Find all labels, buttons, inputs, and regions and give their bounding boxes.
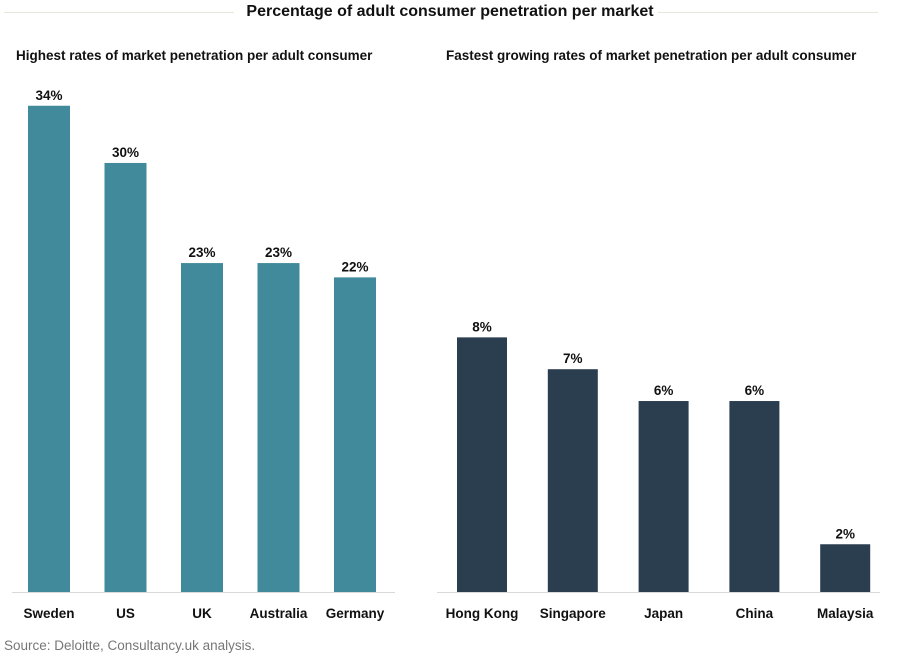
bar-malaysia [820, 544, 871, 592]
bar-us [104, 162, 147, 592]
x-tick-label: Australia [250, 606, 308, 621]
x-tick-label: UK [192, 606, 212, 621]
data-label: 23% [265, 245, 292, 260]
bar-germany [334, 277, 376, 592]
title-rule-right [658, 12, 878, 13]
x-tick-label: Germany [326, 606, 385, 621]
data-label: 2% [835, 526, 855, 541]
bar-japan [638, 401, 689, 592]
title-rule-left [4, 12, 234, 13]
x-tick-label: Malaysia [817, 606, 874, 621]
data-label: 7% [563, 351, 583, 366]
x-tick-label: US [116, 606, 135, 621]
left-chart-subtitle: Highest rates of market penetration per … [16, 48, 373, 63]
chart-title: Percentage of adult consumer penetration… [246, 3, 654, 20]
data-label: 34% [35, 88, 62, 103]
bar-australia [257, 263, 300, 592]
bar-uk [181, 263, 223, 592]
data-label: 6% [745, 383, 765, 398]
bar-sweden [28, 105, 70, 593]
data-label: 30% [112, 145, 139, 160]
x-tick-label: Singapore [540, 606, 607, 621]
x-tick-label: Sweden [23, 606, 74, 621]
right-chart-subtitle: Fastest growing rates of market penetrat… [446, 48, 857, 63]
x-tick-label: China [736, 606, 774, 621]
bar-singapore [547, 369, 598, 592]
bar-hong-kong [457, 337, 507, 592]
data-label: 8% [472, 319, 492, 334]
source-note: Source: Deloitte, Consultancy.uk analysi… [4, 638, 256, 653]
data-label: 6% [654, 383, 674, 398]
data-label: 23% [188, 245, 215, 260]
x-tick-label: Hong Kong [446, 606, 519, 621]
data-label: 22% [341, 259, 368, 274]
bar-china [729, 401, 780, 592]
x-tick-label: Japan [644, 606, 683, 621]
